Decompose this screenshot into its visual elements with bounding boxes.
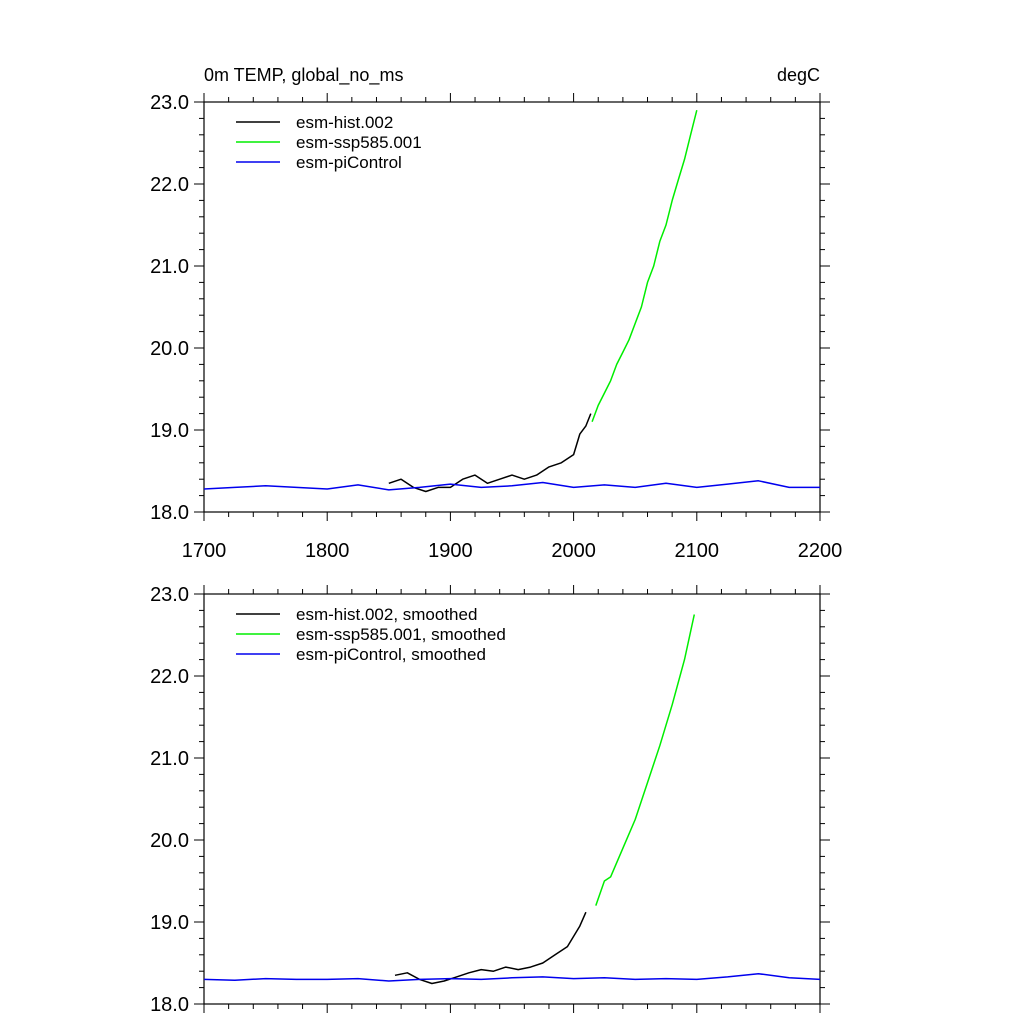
plot-frame: [203, 101, 821, 513]
plot-frame: [203, 593, 821, 1005]
bottom-panel: 18.0 19.0 20.0 21.0 22.0 23.0 esm-hist.002, sm…: [150, 584, 830, 1016]
y-tick-label: 22.0: [150, 174, 189, 196]
y-tick-label: 20.0: [150, 830, 189, 852]
chart-title: 0m TEMP, global_no_ms: [204, 65, 403, 86]
x-tick-label: 2000: [551, 540, 596, 562]
y-tick-label: 23.0: [150, 584, 189, 606]
top-panel: 18.0 19.0 20.0 21.0 22.0 23.0 1700 1800 1900 2000…: [150, 92, 842, 562]
y-tick-label: 18.0: [150, 502, 189, 524]
series-line-pic: [203, 972, 821, 982]
legend-label: esm-ssp585.001: [296, 133, 422, 152]
y-tick-label: 18.0: [150, 994, 189, 1016]
x-tick-label: 2100: [675, 540, 720, 562]
legend-label: esm-ssp585.001, smoothed: [296, 625, 506, 644]
legend-label: esm-hist.002, smoothed: [296, 605, 477, 624]
y-tick-label: 19.0: [150, 912, 189, 934]
series-line-hist: [388, 413, 592, 493]
x-tick-label: 1700: [182, 540, 227, 562]
y-tick-label: 22.0: [150, 666, 189, 688]
y-tick-label: 21.0: [150, 256, 189, 278]
units-label: degC: [777, 65, 820, 85]
x-tick-label: 1900: [428, 540, 473, 562]
y-tick-label: 23.0: [150, 92, 189, 114]
y-tick-label: 20.0: [150, 338, 189, 360]
legend-label: esm-piControl, smoothed: [296, 645, 486, 664]
x-tick-label: 1800: [305, 540, 350, 562]
series-line-pic: [203, 480, 820, 491]
series-line-hist: [394, 911, 587, 985]
x-tick-label: 2200: [798, 540, 843, 562]
y-tick-label: 19.0: [150, 420, 189, 442]
legend-label: esm-piControl: [296, 153, 402, 172]
legend-label: esm-hist.002: [296, 113, 393, 132]
series-line-ssp: [591, 110, 698, 423]
series-line-ssp: [595, 614, 696, 906]
y-tick-label: 21.0: [150, 748, 189, 770]
